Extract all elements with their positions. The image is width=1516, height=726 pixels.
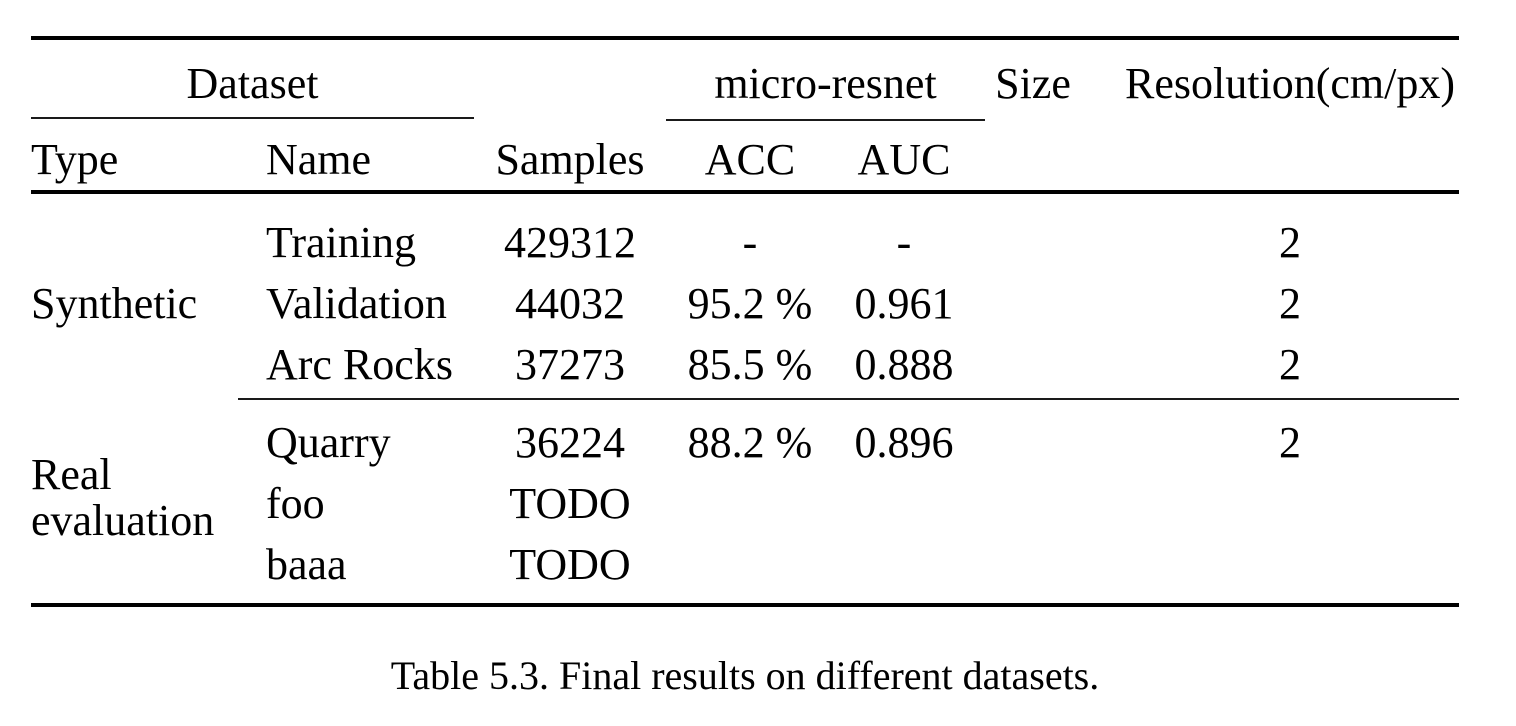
table-row-cell-samples: 429312 xyxy=(504,218,636,267)
table-row-cell-samples: TODO xyxy=(509,540,631,589)
table-row-cell-name: Validation xyxy=(266,279,447,328)
header-group-micro-resnet: micro-resnet xyxy=(714,59,937,108)
table-row-cell-samples: 36224 xyxy=(515,418,625,467)
micro-resnet-group-underline-rule xyxy=(666,119,985,121)
table-row-cell-auc: - xyxy=(896,218,912,267)
table-caption: Table 5.3. Final results on different da… xyxy=(390,653,1100,698)
table-row-cell-auc: 0.961 xyxy=(854,279,954,328)
group-separator-rule xyxy=(238,398,1459,400)
column-header-name: Name xyxy=(266,135,372,184)
table-row-cell-name: Quarry xyxy=(266,418,391,467)
table-row-cell-resolution: 2 xyxy=(1279,418,1301,467)
dataset-group-underline-rule xyxy=(31,117,474,119)
header-bottom-rule xyxy=(31,190,1459,194)
table-row-cell-name: Arc Rocks xyxy=(266,340,453,389)
group-type-real-evaluation: Real evaluation xyxy=(31,450,215,545)
table-row-cell-acc: 88.2 % xyxy=(687,418,813,467)
column-header-auc: AUC xyxy=(857,135,951,184)
column-header-type: Type xyxy=(31,135,119,184)
table-row-cell-resolution: 2 xyxy=(1279,218,1301,267)
table-row-cell-acc: 85.5 % xyxy=(687,340,813,389)
table-row-cell-samples: 44032 xyxy=(515,279,625,328)
group-type-synthetic: Synthetic xyxy=(31,279,198,328)
table-row-cell-name: Training xyxy=(266,218,416,267)
table-row-cell-resolution: 2 xyxy=(1279,279,1301,328)
header-size: Size xyxy=(995,59,1071,108)
table-row-cell-name: foo xyxy=(266,479,325,528)
table-bottom-rule xyxy=(31,603,1459,607)
header-group-dataset: Dataset xyxy=(186,59,319,108)
table-row-cell-acc: - xyxy=(742,218,758,267)
table-row-cell-samples: 37273 xyxy=(515,340,625,389)
table-row-cell-auc: 0.896 xyxy=(854,418,954,467)
table-row-cell-name: baaa xyxy=(266,540,347,589)
header-resolution: Resolution(cm/px) xyxy=(1125,59,1455,108)
column-header-acc: ACC xyxy=(704,135,796,184)
table-row-cell-resolution: 2 xyxy=(1279,340,1301,389)
table-row-cell-auc: 0.888 xyxy=(854,340,954,389)
column-header-samples: Samples xyxy=(495,135,645,184)
table-row-cell-samples: TODO xyxy=(509,479,631,528)
table-top-rule xyxy=(31,36,1459,40)
table-row-cell-acc: 95.2 % xyxy=(687,279,813,328)
